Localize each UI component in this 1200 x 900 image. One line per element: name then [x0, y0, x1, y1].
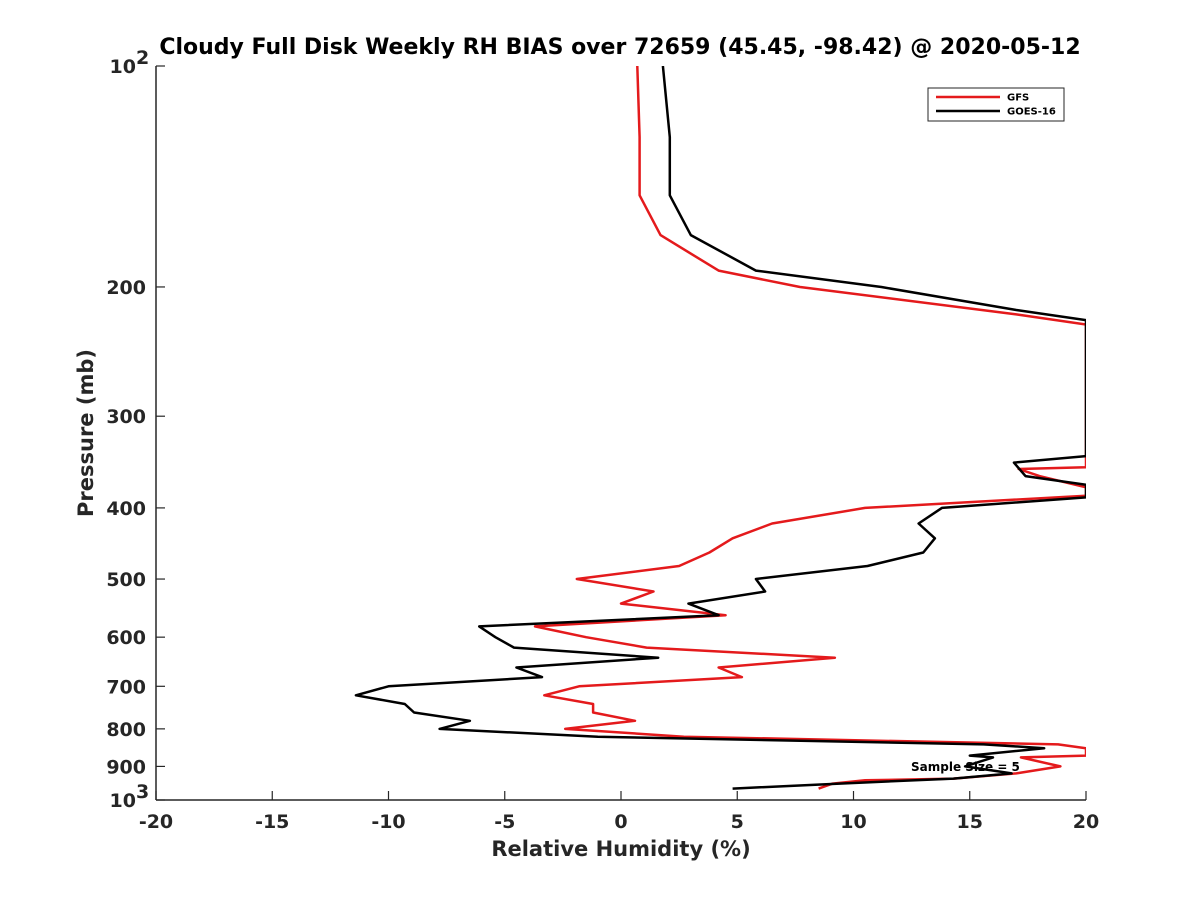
y-tick-label: 400 — [106, 498, 146, 520]
chart-title: Cloudy Full Disk Weekly RH BIAS over 726… — [159, 35, 1080, 60]
x-tick-label: -10 — [371, 811, 405, 833]
y-tick-label: 500 — [106, 569, 146, 591]
x-tick-label: 20 — [1073, 811, 1099, 833]
y-axis-label: Pressure (mb) — [74, 349, 98, 517]
legend-box — [927, 87, 1065, 122]
legend-label-gfs: GFS — [1007, 93, 1029, 104]
axes — [155, 66, 1086, 801]
y-tick-label: 900 — [106, 756, 146, 778]
y-tick-label: 10 — [110, 56, 136, 78]
legend: GFS GOES-16 — [927, 87, 1065, 122]
y-tick-exponent: 3 — [136, 781, 149, 803]
series-line-goes-16 — [354, 66, 1086, 790]
sample-size-annotation: Sample Size = 5 — [911, 760, 1020, 774]
x-tick-label: 5 — [731, 811, 744, 833]
x-axis-label: Relative Humidity (%) — [491, 837, 750, 861]
y-tick-label: 800 — [106, 719, 146, 741]
x-tick-label: 15 — [957, 811, 983, 833]
series-layer — [354, 66, 1086, 790]
y-tick-exponent: 2 — [136, 47, 149, 69]
y-tick-label: 600 — [106, 627, 146, 649]
x-tick-label: -15 — [255, 811, 289, 833]
y-tick-label: 300 — [106, 406, 146, 428]
y-tick-label: 10 — [110, 790, 136, 812]
x-tick-label: 0 — [614, 811, 627, 833]
y-tick-label: 200 — [106, 277, 146, 299]
x-ticks: -20 -15 -10 -5 0 5 10 15 20 — [139, 791, 1099, 833]
x-tick-label: -5 — [494, 811, 515, 833]
series-line-gfs — [533, 66, 1086, 790]
x-tick-label: 10 — [840, 811, 866, 833]
legend-label-goes-16: GOES-16 — [1007, 107, 1056, 118]
x-tick-label: -20 — [139, 811, 173, 833]
y-tick-label: 700 — [106, 676, 146, 698]
